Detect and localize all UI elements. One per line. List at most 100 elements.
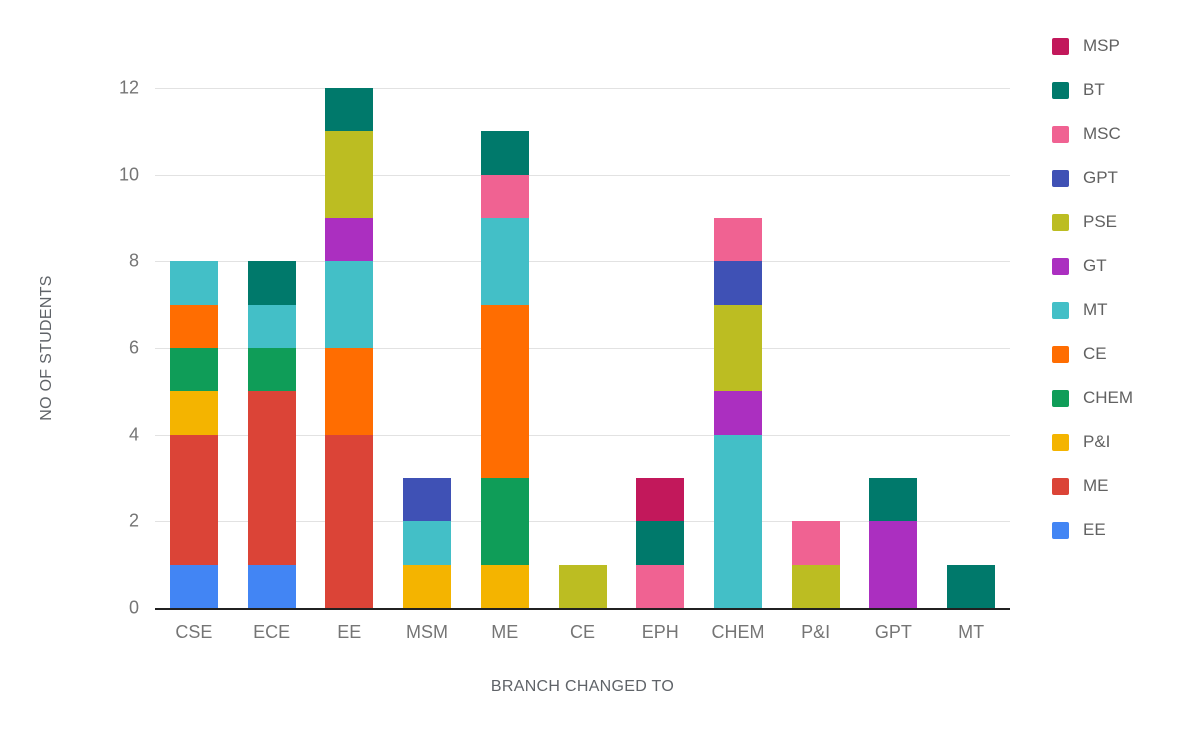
- bar-segment-ME-BT[interactable]: [480, 131, 529, 175]
- bar-segment-EE-CE[interactable]: [325, 348, 374, 435]
- bar-segment-CSE-EE[interactable]: [169, 564, 218, 608]
- gridline: [155, 88, 1010, 89]
- bar-segment-CSE-MT[interactable]: [169, 261, 218, 305]
- legend-item-MSP: MSP: [1052, 24, 1133, 68]
- gridline: [155, 174, 1010, 176]
- legend-label-GPT: GPT: [1083, 168, 1118, 187]
- bar-segment-P&I-PSE[interactable]: [791, 564, 840, 608]
- y-tick-label: 12: [118, 77, 139, 98]
- legend-item-MT: MT: [1052, 288, 1133, 332]
- y-tick-label: 2: [128, 510, 139, 531]
- y-tick-label: 6: [128, 337, 139, 358]
- bar-segment-EPH-MSP[interactable]: [636, 478, 685, 522]
- x-tick-label-CHEM: CHEM: [711, 622, 765, 642]
- gridline: [155, 434, 1010, 436]
- legend-swatch-EE: [1052, 521, 1069, 539]
- bar-segment-ECE-MT[interactable]: [247, 304, 296, 348]
- legend-label-MSC: MSC: [1083, 124, 1121, 143]
- bar-segment-CHEM-MSC[interactable]: [713, 218, 762, 262]
- bar-segment-ECE-ME[interactable]: [247, 391, 296, 565]
- bar-segment-P&I-MSC[interactable]: [791, 521, 840, 565]
- legend-swatch-MT: [1052, 301, 1069, 319]
- bar-segment-EPH-BT[interactable]: [636, 521, 685, 565]
- legend-label-MSP: MSP: [1083, 36, 1120, 55]
- legend-label-PSE: PSE: [1083, 212, 1118, 231]
- legend-swatch-BT: [1052, 81, 1069, 99]
- legend-item-P&I: P&I: [1052, 420, 1133, 464]
- bar-segment-EE-ME[interactable]: [325, 434, 374, 608]
- legend-swatch-CHEM: [1052, 389, 1069, 407]
- bar-segment-EE-PSE[interactable]: [325, 131, 374, 218]
- x-tick-label-P&I: P&I: [801, 622, 831, 642]
- bar-segment-ME-MT[interactable]: [480, 218, 529, 305]
- bar-segment-CE-PSE[interactable]: [558, 564, 607, 608]
- legend-swatch-MSP: [1052, 37, 1069, 55]
- legend-item-ME: ME: [1052, 464, 1133, 508]
- gridline: [155, 521, 1010, 523]
- bar-segment-CSE-CHEM[interactable]: [169, 348, 218, 392]
- bar-segment-ME-P&I[interactable]: [480, 564, 529, 608]
- x-tick-label-MSM: MSM: [406, 622, 449, 642]
- gridline: [155, 348, 1010, 349]
- x-tick-label-MT: MT: [958, 622, 985, 642]
- x-tick-label-EPH: EPH: [641, 622, 679, 642]
- bar-segment-ECE-EE[interactable]: [247, 564, 296, 608]
- legend-item-CE: CE: [1052, 332, 1133, 376]
- bar-segment-CSE-ME[interactable]: [169, 434, 218, 565]
- legend-swatch-ME: [1052, 477, 1069, 495]
- x-tick-label-CE: CE: [569, 622, 596, 642]
- legend-item-CHEM: CHEM: [1052, 376, 1133, 420]
- bar-segment-ECE-CHEM[interactable]: [247, 348, 296, 392]
- x-tick-label-EE: EE: [337, 622, 362, 642]
- legend-label-GT: GT: [1083, 256, 1107, 275]
- bar-segment-CSE-P&I[interactable]: [169, 391, 218, 435]
- legend-label-EE: EE: [1083, 520, 1106, 539]
- bar-segment-EE-BT[interactable]: [325, 88, 374, 132]
- x-tick-label-ECE: ECE: [253, 622, 291, 642]
- bar-segment-MT-BT[interactable]: [947, 564, 996, 608]
- bar-segment-CHEM-GT[interactable]: [713, 391, 762, 435]
- gridline: [155, 261, 1010, 263]
- x-tick-label-GPT: GPT: [874, 622, 912, 642]
- bar-segment-EE-GT[interactable]: [325, 218, 374, 262]
- bar-segment-ME-CE[interactable]: [480, 304, 529, 478]
- bar-segment-MSM-GPT[interactable]: [403, 478, 452, 522]
- y-tick-label: 10: [118, 164, 139, 185]
- bar-segment-ME-MSC[interactable]: [480, 174, 529, 218]
- legend-label-CE: CE: [1083, 344, 1107, 363]
- y-axis-title: NO OF STUDENTS: [38, 275, 55, 421]
- bar-segment-ECE-BT[interactable]: [247, 261, 296, 305]
- legend-label-CHEM: CHEM: [1083, 388, 1134, 407]
- bar-segment-EPH-MSC[interactable]: [636, 564, 685, 608]
- legend-item-PSE: PSE: [1052, 200, 1133, 244]
- x-axis-title: BRANCH CHANGED TO: [490, 678, 675, 695]
- bar-segment-EE-MT[interactable]: [325, 261, 374, 348]
- legend-item-EE: EE: [1052, 508, 1133, 552]
- legend-swatch-P&I: [1052, 433, 1069, 451]
- legend-item-GPT: GPT: [1052, 156, 1133, 200]
- legend-label-MT: MT: [1083, 300, 1108, 319]
- bar-segment-GPT-BT[interactable]: [869, 478, 918, 522]
- y-tick-label: 8: [128, 250, 139, 271]
- legend-swatch-MSC: [1052, 125, 1069, 143]
- legend-label-P&I: P&I: [1083, 432, 1111, 451]
- bar-segment-GPT-GT[interactable]: [869, 521, 918, 608]
- y-tick-label: 0: [128, 597, 139, 618]
- y-tick-label: 4: [128, 424, 139, 445]
- bar-segment-ME-CHEM[interactable]: [480, 478, 529, 565]
- bar-segment-CHEM-MT[interactable]: [713, 434, 762, 608]
- bar-segment-MSM-MT[interactable]: [403, 521, 452, 565]
- legend-label-BT: BT: [1083, 80, 1105, 99]
- legend-swatch-CE: [1052, 345, 1069, 363]
- x-axis-line: [155, 608, 1010, 610]
- bar-segment-CSE-CE[interactable]: [169, 304, 218, 348]
- legend-swatch-GT: [1052, 257, 1069, 275]
- x-tick-label-ME: ME: [491, 622, 519, 642]
- bar-segment-CHEM-PSE[interactable]: [713, 304, 762, 392]
- legend-swatch-PSE: [1052, 213, 1069, 231]
- legend-item-MSC: MSC: [1052, 112, 1133, 156]
- bar-segment-CHEM-GPT[interactable]: [713, 261, 762, 305]
- bar-segment-MSM-P&I[interactable]: [403, 564, 452, 608]
- legend-label-ME: ME: [1083, 476, 1109, 495]
